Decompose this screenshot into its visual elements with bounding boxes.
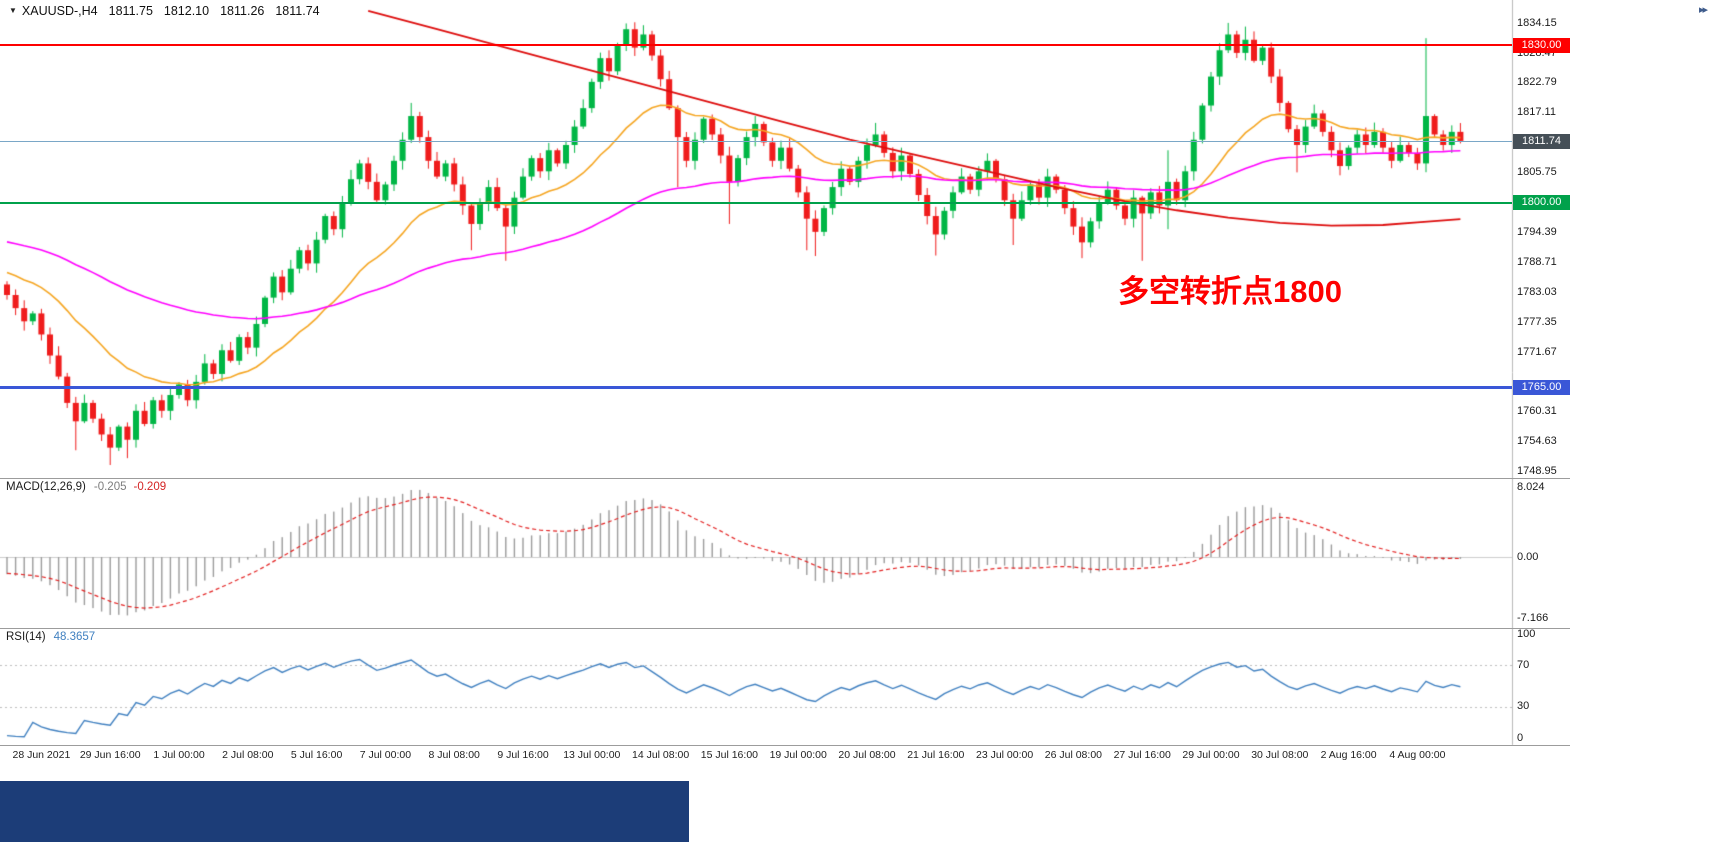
time-tick-label: 20 Jul 08:00 <box>838 749 896 761</box>
macd-tick-label: 0.00 <box>1517 550 1539 563</box>
price-tick-label: 1771.67 <box>1517 345 1557 358</box>
time-tick-label: 29 Jul 00:00 <box>1182 749 1240 761</box>
scroll-end-icon[interactable]: ▸▸ <box>1699 4 1708 16</box>
open-value: 1811.75 <box>108 4 153 18</box>
symbol-marker-icon: ▼ <box>9 6 17 15</box>
background-window-fragment <box>0 781 689 842</box>
time-tick-label: 15 Jul 16:00 <box>700 749 758 761</box>
bid-price-line <box>0 140 1512 142</box>
price-tick-label: 1817.11 <box>1517 106 1556 119</box>
candlestick-chart-canvas[interactable] <box>0 0 1728 766</box>
time-tick-label: 27 Jul 16:00 <box>1113 749 1171 761</box>
time-scale[interactable]: 28 Jun 2021 29 Jun 16:00 1 Jul 00:00 2 Jul … <box>0 746 1512 766</box>
rsi-tick-label: 70 <box>1517 658 1530 671</box>
price-tick-label: 1783.03 <box>1517 285 1557 298</box>
rsi-indicator-title: RSI(14) 48.3657 <box>6 631 95 643</box>
time-tick-label: 1 Jul 00:00 <box>153 749 205 761</box>
rsi-tick-label: 30 <box>1517 700 1530 713</box>
horizontal-level-line[interactable] <box>0 44 1512 46</box>
price-tick-label: 1805.75 <box>1517 166 1557 179</box>
time-tick-label: 23 Jul 00:00 <box>975 749 1034 761</box>
rsi-label: RSI(14) <box>6 631 46 643</box>
symbol-period-label: XAUUSD-,H4 <box>21 4 98 18</box>
price-level-badge: 1765.00 <box>1513 379 1570 395</box>
bid-price-badge: 1811.74 <box>1513 133 1570 149</box>
rsi-tick-label: 100 <box>1517 627 1536 640</box>
macd-main-value: -0.205 <box>93 481 127 493</box>
price-level-badge: 1830.00 <box>1513 37 1570 53</box>
rsi-value: 48.3657 <box>53 631 96 643</box>
macd-tick-label: -7.166 <box>1517 612 1549 625</box>
time-tick-label: 2 Aug 16:00 <box>1320 749 1377 761</box>
macd-indicator-title: MACD(12,26,9) -0.205 -0.209 <box>6 481 166 493</box>
price-tick-label: 1822.79 <box>1517 76 1557 89</box>
price-tick-label: 1777.35 <box>1517 315 1557 328</box>
time-tick-label: 21 Jul 16:00 <box>907 749 965 761</box>
time-tick-label: 26 Jul 08:00 <box>1044 749 1102 761</box>
panel-separator-macd[interactable] <box>0 478 1570 479</box>
macd-label: MACD(12,26,9) <box>6 481 86 493</box>
time-tick-label: 30 Jul 08:00 <box>1251 749 1309 761</box>
price-tick-label: 1748.95 <box>1517 465 1557 478</box>
time-tick-label: 9 Jul 16:00 <box>497 749 549 761</box>
price-tick-label: 1760.31 <box>1517 405 1557 418</box>
horizontal-level-line[interactable] <box>0 201 1512 204</box>
time-axis-separator[interactable] <box>0 745 1570 746</box>
symbol-ohlc-line: ▼ XAUUSD-,H4 1811.75 1812.10 1811.26 1811.74 <box>9 4 320 18</box>
macd-tick-label: 8.024 <box>1517 481 1545 494</box>
rsi-tick-label: 0 <box>1517 731 1524 744</box>
panel-separator-rsi[interactable] <box>0 628 1570 629</box>
time-tick-label: 5 Jul 16:00 <box>290 749 343 761</box>
price-scale[interactable]: 1834.15 1828.47 1822.79 1817.11 1805.75 1794.… <box>1512 0 1582 766</box>
time-tick-label: 14 Jul 08:00 <box>631 749 690 761</box>
low-value: 1811.26 <box>220 4 265 18</box>
close-value: 1811.74 <box>275 4 320 18</box>
price-tick-label: 1794.39 <box>1517 225 1557 238</box>
time-tick-label: 28 Jun 2021 <box>12 749 71 761</box>
price-tick-label: 1754.63 <box>1517 435 1557 448</box>
annotation-text[interactable]: 多空转折点1800 <box>1118 274 1342 309</box>
time-tick-label: 2 Jul 08:00 <box>222 749 274 761</box>
time-tick-label: 4 Aug 00:00 <box>1389 749 1446 761</box>
price-tick-label: 1788.71 <box>1517 255 1557 268</box>
time-tick-label: 19 Jul 00:00 <box>769 749 827 761</box>
high-value: 1812.10 <box>163 4 210 18</box>
time-tick-label: 8 Jul 08:00 <box>428 749 480 761</box>
horizontal-level-line[interactable] <box>0 385 1512 389</box>
price-level-badge: 1800.00 <box>1513 195 1570 211</box>
macd-signal-value: -0.209 <box>133 481 167 493</box>
time-tick-label: 7 Jul 00:00 <box>359 749 412 761</box>
time-tick-label: 29 Jun 16:00 <box>79 749 141 761</box>
price-tick-label: 1834.15 <box>1517 16 1557 29</box>
time-tick-label: 13 Jul 00:00 <box>563 749 621 761</box>
